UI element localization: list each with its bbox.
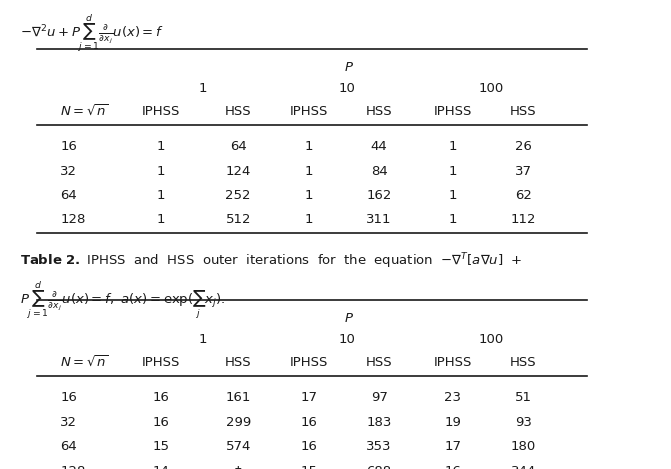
Text: 1: 1 (449, 189, 457, 202)
Text: $-\nabla^2 u + P\sum_{j=1}^{d} \frac{\partial}{\partial x_j}u(x) = f$: $-\nabla^2 u + P\sum_{j=1}^{d} \frac{\pa… (20, 12, 164, 53)
Text: 16: 16 (152, 392, 170, 404)
Text: 32: 32 (60, 416, 77, 429)
Text: 64: 64 (60, 440, 77, 453)
Text: 1: 1 (157, 189, 165, 202)
Text: 1: 1 (157, 165, 165, 178)
Text: $\bf{Table\ 2.}$ IPHSS  and  HSS  outer  iterations  for  the  equation  $-\nabl: $\bf{Table\ 2.}$ IPHSS and HSS outer ite… (20, 251, 523, 271)
Text: 183: 183 (366, 416, 392, 429)
Text: 62: 62 (515, 189, 532, 202)
Text: 51: 51 (515, 392, 532, 404)
Text: P: P (345, 61, 353, 74)
Text: 17: 17 (444, 440, 462, 453)
Text: 10: 10 (339, 333, 356, 346)
Text: 44: 44 (371, 140, 387, 153)
Text: 1: 1 (449, 213, 457, 227)
Text: 311: 311 (366, 213, 392, 227)
Text: 299: 299 (225, 416, 251, 429)
Text: IPHSS: IPHSS (142, 105, 180, 118)
Text: 1: 1 (305, 165, 313, 178)
Text: $N = \sqrt{n}$: $N = \sqrt{n}$ (60, 355, 109, 370)
Text: 37: 37 (515, 165, 532, 178)
Text: 97: 97 (370, 392, 388, 404)
Text: 100: 100 (479, 82, 504, 95)
Text: 688: 688 (366, 465, 392, 469)
Text: 1: 1 (305, 140, 313, 153)
Text: 15: 15 (300, 465, 317, 469)
Text: 180: 180 (511, 440, 536, 453)
Text: $P\sum_{j=1}^{d} \frac{\partial}{\partial x_j}u(x) = f$$,\ a(x) = \exp(\sum_j x_: $P\sum_{j=1}^{d} \frac{\partial}{\partia… (20, 280, 225, 321)
Text: 64: 64 (60, 189, 77, 202)
Text: 16: 16 (300, 416, 317, 429)
Text: 19: 19 (444, 416, 462, 429)
Text: 15: 15 (152, 440, 170, 453)
Text: HSS: HSS (366, 105, 393, 118)
Text: 1: 1 (157, 140, 165, 153)
Text: $\dagger$: $\dagger$ (234, 464, 242, 469)
Text: 128: 128 (60, 465, 86, 469)
Text: 14: 14 (152, 465, 170, 469)
Text: HSS: HSS (510, 105, 537, 118)
Text: HSS: HSS (366, 356, 393, 369)
Text: 161: 161 (225, 392, 251, 404)
Text: 32: 32 (60, 165, 77, 178)
Text: 16: 16 (60, 140, 77, 153)
Text: HSS: HSS (225, 356, 252, 369)
Text: 162: 162 (366, 189, 392, 202)
Text: 10: 10 (339, 82, 356, 95)
Text: 574: 574 (225, 440, 251, 453)
Text: 1: 1 (449, 165, 457, 178)
Text: HSS: HSS (225, 105, 252, 118)
Text: 16: 16 (300, 440, 317, 453)
Text: 112: 112 (511, 213, 536, 227)
Text: 344: 344 (511, 465, 536, 469)
Text: 1: 1 (449, 140, 457, 153)
Text: 1: 1 (199, 333, 207, 346)
Text: 1: 1 (305, 189, 313, 202)
Text: 17: 17 (300, 392, 317, 404)
Text: HSS: HSS (510, 356, 537, 369)
Text: 1: 1 (199, 82, 207, 95)
Text: 64: 64 (230, 140, 246, 153)
Text: 252: 252 (225, 189, 251, 202)
Text: 100: 100 (479, 333, 504, 346)
Text: 84: 84 (371, 165, 387, 178)
Text: 23: 23 (444, 392, 462, 404)
Text: 128: 128 (60, 213, 86, 227)
Text: IPHSS: IPHSS (289, 105, 328, 118)
Text: 16: 16 (444, 465, 462, 469)
Text: IPHSS: IPHSS (433, 356, 472, 369)
Text: 512: 512 (225, 213, 251, 227)
Text: 1: 1 (305, 213, 313, 227)
Text: 16: 16 (60, 392, 77, 404)
Text: 93: 93 (515, 416, 532, 429)
Text: $N = \sqrt{n}$: $N = \sqrt{n}$ (60, 104, 109, 119)
Text: IPHSS: IPHSS (142, 356, 180, 369)
Text: 26: 26 (515, 140, 532, 153)
Text: 353: 353 (366, 440, 392, 453)
Text: 16: 16 (152, 416, 170, 429)
Text: 124: 124 (225, 165, 251, 178)
Text: IPHSS: IPHSS (289, 356, 328, 369)
Text: 1: 1 (157, 213, 165, 227)
Text: P: P (345, 312, 353, 325)
Text: IPHSS: IPHSS (433, 105, 472, 118)
